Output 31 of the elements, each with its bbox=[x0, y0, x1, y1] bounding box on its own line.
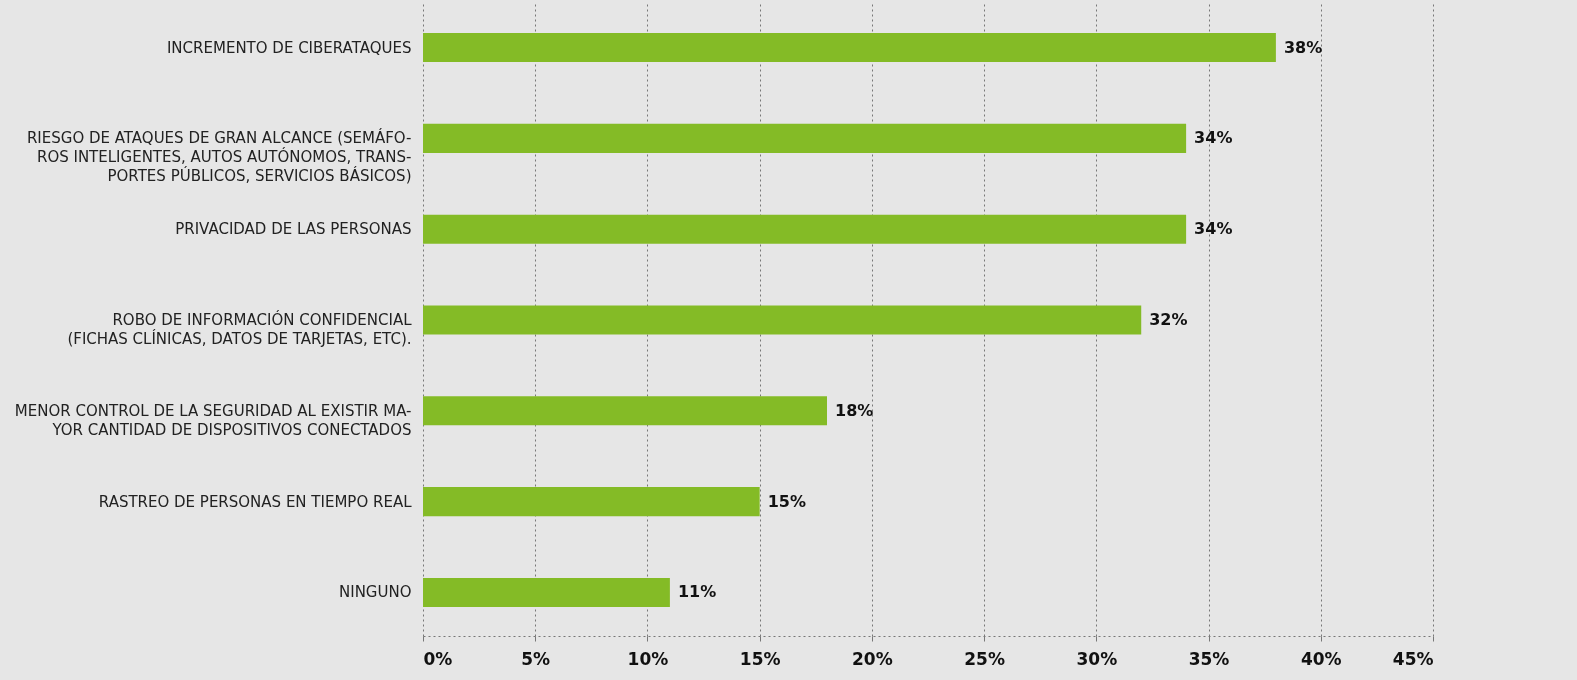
bar bbox=[423, 305, 1142, 335]
data-label: 34% bbox=[1194, 219, 1233, 239]
bar bbox=[423, 214, 1187, 244]
x-tick-label: 20% bbox=[852, 648, 893, 669]
data-label: 11% bbox=[677, 582, 717, 602]
data-label: 32% bbox=[1149, 310, 1188, 329]
x-tick-label: 5% bbox=[521, 648, 551, 669]
data-label: 38% bbox=[1283, 37, 1323, 57]
y-tick-label: RIESGO DE ATAQUES DE GRAN ALCANCE (SEMÁFO- ROS INTELIGENTES, AUTOS AUTÓNOMOS, TRANS- PORTES PÚBLICOS, SERVICIOS BÁSICOS) bbox=[26, 128, 412, 186]
x-tick-label: 0% bbox=[423, 648, 453, 669]
y-tick-label: PRIVACIDAD DE LAS PERSONAS bbox=[175, 220, 412, 239]
x-tick-label: 15% bbox=[739, 648, 781, 669]
x-tick-label: 25% bbox=[964, 648, 1005, 669]
x-tick-label: 40% bbox=[1300, 648, 1342, 669]
y-tick-label: RASTREO DE PERSONAS EN TIEMPO REAL bbox=[98, 492, 413, 511]
x-tick-label: 45% bbox=[1392, 648, 1434, 669]
bar bbox=[423, 577, 670, 607]
data-label: 15% bbox=[767, 491, 806, 511]
bar bbox=[423, 396, 827, 426]
x-tick-label: 10% bbox=[627, 648, 669, 669]
bar bbox=[423, 123, 1187, 153]
x-tick-label: 30% bbox=[1076, 648, 1118, 669]
x-tick-label: 35% bbox=[1188, 648, 1230, 669]
y-tick-label: ROBO DE INFORMACIÓN CONFIDENCIAL (FICHAS CLÍNICAS, DATOS DE TARJETAS, ETC). bbox=[67, 310, 413, 348]
data-label: 18% bbox=[835, 400, 874, 420]
y-tick-label: MENOR CONTROL DE LA SEGURIDAD AL EXISTIR MA- YOR CANTIDAD DE DISPOSITIVOS CONECTADOS bbox=[14, 401, 412, 439]
y-tick-label: NINGUNO bbox=[339, 583, 412, 602]
bar bbox=[423, 487, 760, 517]
bar bbox=[423, 33, 1276, 63]
data-label: 34% bbox=[1194, 128, 1233, 148]
y-tick-label: INCREMENTO DE CIBERATAQUES bbox=[166, 38, 412, 57]
